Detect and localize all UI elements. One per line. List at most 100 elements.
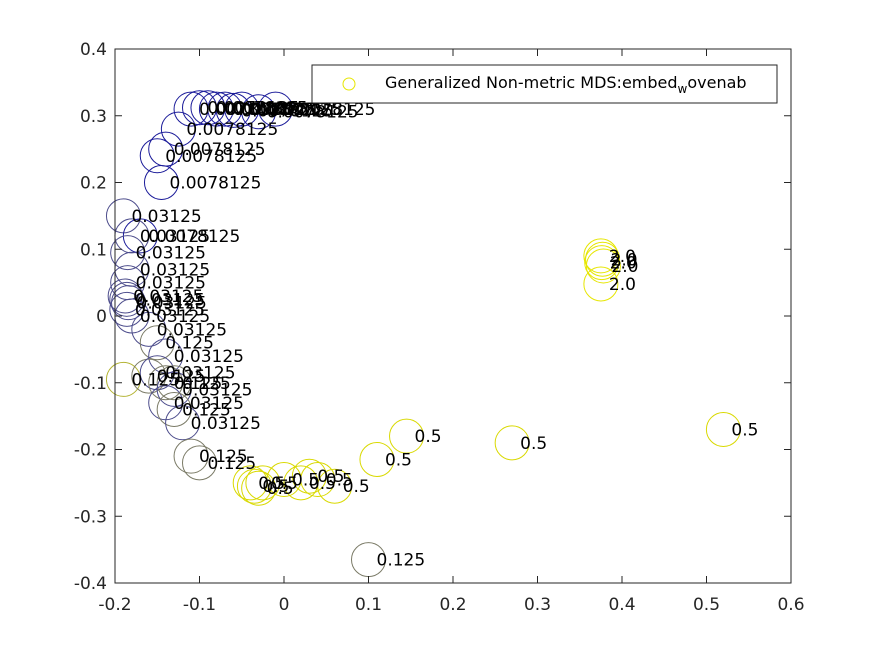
data-point-label: 0.03125	[137, 294, 207, 314]
data-point-label: 0.5	[262, 477, 289, 497]
x-tick-label: 0.4	[608, 595, 635, 615]
data-point-label: 0.5	[292, 471, 319, 491]
y-tick-label: -0.4	[74, 574, 107, 594]
x-tick-label: 0	[279, 595, 290, 615]
x-tick-label: -0.2	[98, 595, 131, 615]
data-point-label: 0.125	[131, 370, 180, 390]
y-tick-label: 0	[96, 307, 107, 327]
data-point-label: 0.125	[377, 551, 426, 571]
x-ticks: -0.2 -0.1 0 0.1 0.2 0.3 0.4 0.5 0.6	[98, 49, 805, 615]
data-point	[291, 458, 327, 494]
data-point-label: 0.03125	[135, 300, 205, 320]
data-point-label: 0.0078125	[267, 103, 359, 123]
data-point	[109, 281, 145, 317]
data-point	[131, 311, 167, 347]
data-point-label: 0.0078125	[208, 99, 300, 119]
x-tick-label: 0.1	[355, 595, 382, 615]
data-point-label: 0.5	[267, 479, 294, 499]
data-point	[245, 465, 281, 501]
data-point-label: 0.0078125	[165, 147, 257, 167]
data-point	[156, 365, 192, 401]
data-point-label: 0.125	[199, 447, 248, 467]
data-point-label: 0.03125	[174, 347, 244, 367]
data-point-label: 0.5	[731, 420, 758, 440]
data-point	[359, 442, 395, 478]
data-point-label: 0.0078125	[199, 100, 291, 120]
data-point-label: 0.0078125	[148, 227, 240, 247]
data-point-label: 0.03125	[131, 207, 201, 227]
data-point-label: 0.125	[165, 334, 214, 354]
data-point-label: 0.03125	[174, 394, 244, 414]
data-point-label: 0.5	[415, 427, 442, 447]
legend-label-subscript: w	[678, 82, 688, 96]
data-point	[182, 445, 217, 481]
legend-marker	[342, 77, 356, 91]
data-point	[494, 425, 530, 461]
data-point	[583, 266, 619, 302]
y-tick-label: 0.4	[80, 40, 107, 60]
data-point	[107, 278, 143, 314]
data-point	[236, 468, 272, 504]
data-point	[156, 391, 192, 427]
data-point-label: 2.0	[610, 254, 637, 274]
data-point-label: 2.0	[611, 250, 638, 270]
y-ticks: -0.4 -0.3 -0.2 -0.1 0 0.1 0.2 0.3 0.4	[74, 40, 791, 594]
x-tick-label: 0.3	[524, 595, 551, 615]
data-point-label: 0.5	[343, 477, 370, 497]
y-tick-label: -0.1	[74, 374, 107, 394]
y-tick-label: 0.3	[80, 107, 107, 127]
x-tick-label: 0.2	[439, 595, 466, 615]
data-point	[143, 165, 179, 200]
data-point	[300, 462, 336, 498]
y-tick-label: 0.2	[80, 174, 107, 194]
data-point-label: 0.125	[157, 367, 206, 387]
data-point	[215, 92, 251, 128]
data-point-label: 0.125	[174, 374, 223, 394]
data-point	[241, 94, 277, 130]
data-point-label: 0.03125	[157, 320, 227, 340]
data-point-label: 0.5	[258, 474, 285, 494]
data-point-label: 0.03125	[182, 380, 252, 400]
data-point	[148, 365, 184, 401]
data-point-label: 0.0078125	[250, 100, 342, 120]
y-tick-label: -0.2	[74, 441, 107, 461]
data-point-label: 0.0078125	[241, 101, 333, 121]
data-point	[139, 138, 175, 174]
data-point-label: 0.5	[317, 467, 344, 487]
data-point-label: 0.03125	[135, 290, 205, 310]
legend-label: Generalized Non-metric MDS:embedwovenab	[385, 73, 747, 96]
data-point	[109, 291, 145, 327]
data-point-label: 2.0	[611, 257, 638, 277]
y-tick-label: 0.1	[80, 240, 107, 260]
data-point-label: 0.0078125	[216, 99, 308, 119]
data-point-label: 0.03125	[136, 244, 206, 264]
data-point-label: 0.5	[520, 434, 547, 454]
data-point	[105, 361, 141, 397]
data-point-label: 0.0078125	[174, 140, 266, 160]
data-point	[173, 438, 209, 474]
data-point	[389, 418, 425, 454]
data-point-label: 0.0078125	[233, 100, 325, 120]
data-point-label: 0.03125	[165, 364, 235, 384]
legend: Generalized Non-metric MDS:embedwovenab	[311, 64, 778, 104]
data-point	[317, 468, 353, 504]
data-point-label: 0.03125	[191, 414, 261, 434]
data-point-label: 0.0078125	[224, 100, 316, 120]
data-point-label: 0.5	[309, 474, 336, 494]
data-point-label: 0.5	[271, 474, 298, 494]
data-point-label: 0.125	[182, 400, 231, 420]
legend-label-main: Generalized Non-metric MDS:embed	[385, 73, 678, 92]
data-point-label: 0.03125	[140, 227, 210, 247]
data-point-label: 0.03125	[133, 287, 203, 307]
data-point-label: 0.125	[182, 374, 231, 394]
data-point	[584, 245, 620, 281]
data-point	[198, 91, 234, 127]
data-point	[585, 248, 621, 284]
data-point	[165, 405, 201, 441]
point-labels-layer: 0.00781250.00781250.00781250.00781250.00…	[131, 99, 758, 571]
legend-box	[311, 64, 778, 104]
data-point-label: 0.5	[326, 471, 353, 491]
data-point-label: 2.0	[609, 247, 636, 267]
data-point	[131, 358, 167, 394]
data-point	[156, 371, 192, 407]
